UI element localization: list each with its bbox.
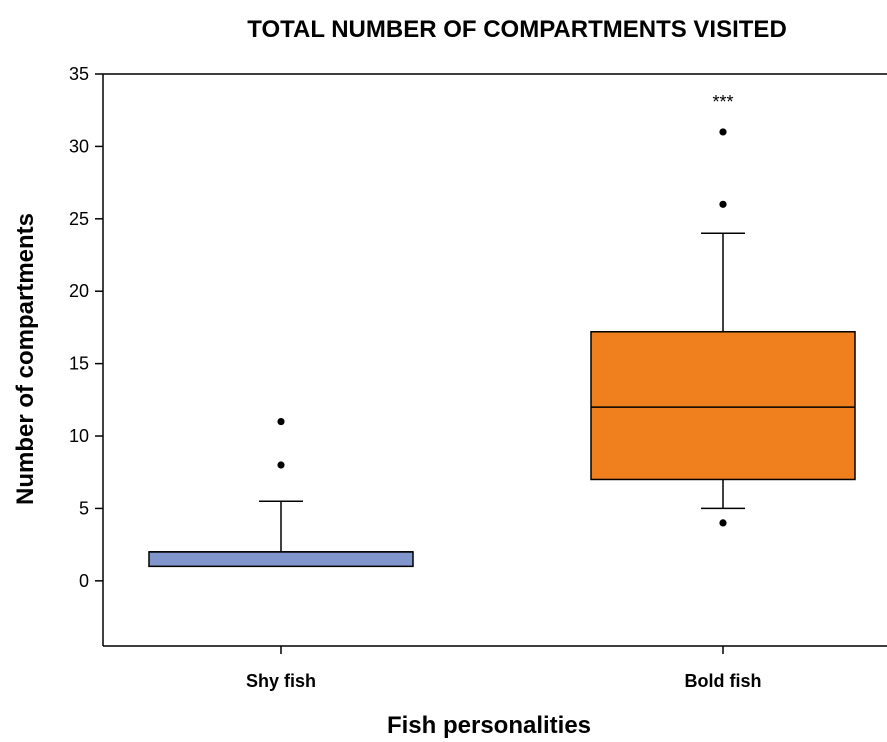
outlier-point (277, 461, 285, 469)
box-group: *** (590, 92, 856, 527)
chart-title: TOTAL NUMBER OF COMPARTMENTS VISITED (247, 16, 787, 43)
plot-area: 0 5 10 15 20 25 30 35 Shy fish Bold fish *** (69, 64, 887, 691)
outlier-point (719, 200, 727, 208)
x-axis-title: Fish personalities (387, 712, 591, 739)
y-tick-label: 30 (69, 136, 89, 156)
y-tick-label: 25 (69, 209, 89, 229)
y-tick-label: 35 (69, 64, 89, 84)
x-tick-label: Shy fish (246, 671, 316, 691)
y-axis-title: Number of compartments (12, 213, 39, 505)
outlier-point (719, 128, 727, 136)
y-tick-label: 5 (79, 498, 89, 518)
outlier-point (277, 417, 285, 426)
y-tick-label: 15 (69, 354, 89, 374)
box-group (148, 417, 414, 568)
outlier-point (719, 519, 727, 527)
y-tick-label: 10 (69, 426, 89, 446)
y-tick-label: 20 (69, 281, 89, 301)
significance-annotation: *** (712, 92, 733, 112)
y-tick-label: 0 (79, 571, 89, 591)
x-tick-label: Bold fish (685, 671, 762, 691)
box-iqr (590, 331, 856, 481)
box-iqr (148, 551, 414, 568)
